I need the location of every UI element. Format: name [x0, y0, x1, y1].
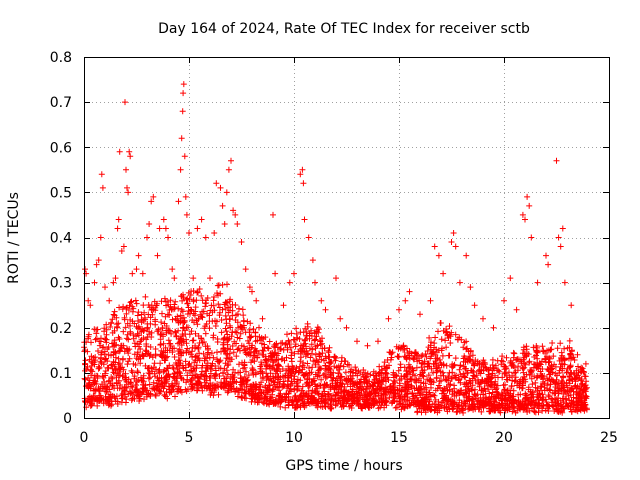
y-tick-label: 0.6	[50, 140, 72, 156]
y-axis-ticks: 0 0.1 0.2 0.3 0.4 0.5 0.6 0.7 0.8	[50, 50, 609, 427]
y-axis-label: ROTI / TECUs	[6, 192, 22, 284]
x-tick-label: 15	[390, 430, 408, 446]
x-tick-label: 5	[185, 430, 194, 446]
y-tick-label: 0.7	[50, 95, 72, 111]
y-tick-label: 0.4	[50, 231, 72, 247]
y-tick-label: 0.2	[50, 321, 72, 337]
y-tick-label: 0.3	[50, 276, 72, 292]
y-tick-label: 0	[63, 411, 72, 427]
x-axis-label: GPS time / hours	[285, 458, 402, 474]
y-tick-label: 0.8	[50, 50, 72, 66]
point-marks	[82, 282, 590, 416]
x-tick-label: 10	[285, 430, 303, 446]
point-marks	[84, 291, 577, 414]
x-tick-label: 20	[495, 430, 513, 446]
y-tick-label: 0.1	[50, 366, 72, 382]
chart-title: Day 164 of 2024, Rate Of TEC Index for r…	[158, 21, 530, 37]
data-points	[81, 81, 590, 416]
x-tick-label: 25	[600, 430, 618, 446]
x-axis-ticks: 0 5 10 15 20 25	[80, 57, 618, 446]
point-marks	[84, 289, 590, 416]
y-tick-label: 0.5	[50, 185, 72, 201]
x-tick-label: 0	[80, 430, 89, 446]
